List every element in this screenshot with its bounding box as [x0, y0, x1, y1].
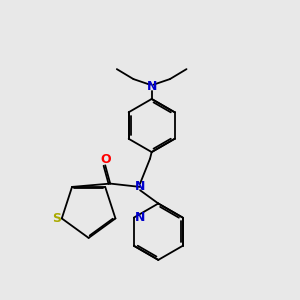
Text: N: N — [146, 80, 157, 93]
Text: N: N — [135, 211, 145, 224]
Text: S: S — [52, 212, 61, 225]
Text: O: O — [100, 153, 110, 166]
Text: N: N — [135, 180, 145, 194]
